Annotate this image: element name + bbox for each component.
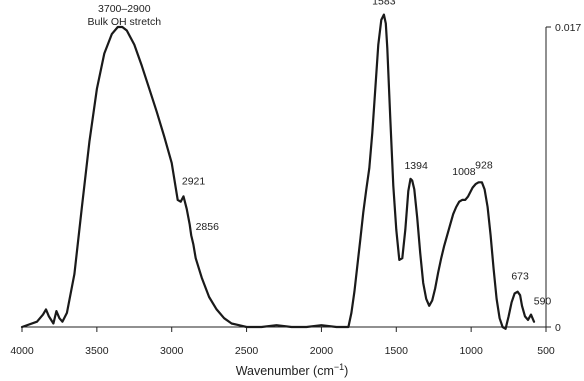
x-axis-title-close: ) (344, 364, 348, 378)
series-layer (20, 13, 536, 330)
y-tick-label: 0.017 (555, 22, 581, 34)
x-tick-label: 3500 (85, 345, 109, 357)
peak-label: 1008 (452, 166, 476, 178)
peak-label: 590 (534, 296, 552, 308)
peak-label-bulk-oh: 3700–2900 Bulk OH stretch (88, 3, 162, 28)
peak-label: 1583 (372, 0, 396, 8)
x-axis-title: Wavenumber (cm−1) (236, 362, 349, 378)
spectrum-line (20, 13, 536, 330)
peak-label: 2856 (196, 221, 220, 233)
peak-label: 2921 (182, 175, 206, 187)
annotations: 3700–2900 Bulk OH stretch 2921 2856 1583 1394… (88, 0, 552, 308)
peak-label: 673 (511, 271, 529, 283)
peak-label: 928 (475, 159, 493, 171)
peak-label: 1394 (404, 160, 428, 172)
x-tick-label: 2000 (310, 345, 334, 357)
x-tick-label: 2500 (235, 345, 259, 357)
y-tick-label: 0 (555, 322, 561, 334)
x-tick-label: 1500 (385, 345, 409, 357)
x-axis-title-superscript: −1 (334, 362, 344, 372)
x-tick-label: 500 (537, 345, 555, 357)
x-tick-label: 3000 (160, 345, 184, 357)
x-tick-label: 1000 (459, 345, 483, 357)
x-tick-label: 4000 (10, 345, 34, 357)
x-axis-title-main: Wavenumber (cm (236, 364, 334, 378)
